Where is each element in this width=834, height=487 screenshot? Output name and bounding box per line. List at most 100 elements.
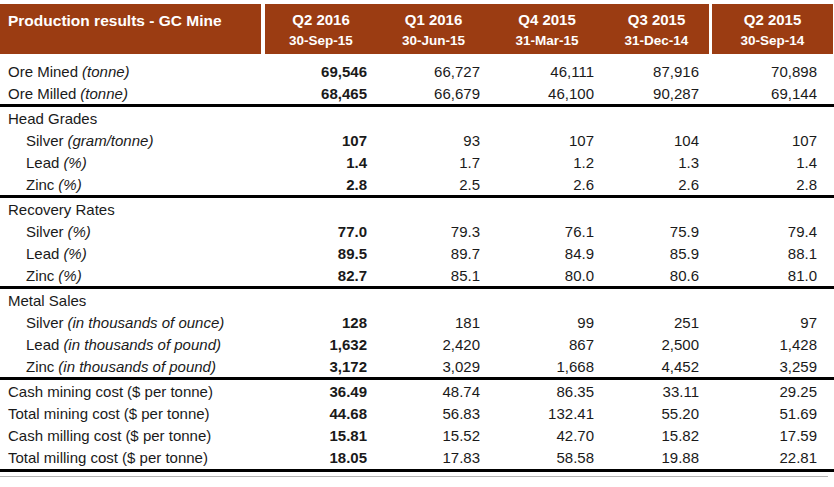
cell-value: 107: [265, 132, 377, 149]
cell-value: 46,100: [490, 85, 604, 102]
row-label: Ore Milled(tonne): [0, 85, 265, 102]
cell-value: 132.41: [490, 405, 604, 422]
quarter-label: Q2 2015: [712, 11, 833, 29]
cell-value: 17.59: [709, 427, 833, 444]
row-label-text: Cash mining cost: [8, 383, 123, 400]
quarter-label: Q2 2016: [265, 11, 377, 29]
cell-value: 251: [604, 314, 709, 331]
cell-value: 42.70: [490, 427, 604, 444]
cell-value: 97: [709, 314, 833, 331]
cell-value: 1.3: [604, 154, 709, 171]
row-unit: (%): [58, 267, 81, 284]
cell-value: 85.9: [604, 245, 709, 262]
row-label: Lead(%): [0, 245, 265, 262]
page-title: Production results - GC Mine: [8, 12, 222, 29]
cell-value: 15.81: [265, 427, 377, 444]
table-row: Silver(in thousands of ounce)12818199251…: [0, 311, 834, 333]
cell-value: 90,287: [604, 85, 709, 102]
section-row: Head Grades: [0, 104, 834, 129]
cell-value: 2.6: [490, 176, 604, 193]
cell-value: 79.4: [709, 223, 833, 240]
row-unit: (tonne): [82, 63, 130, 80]
bottom-rule-thick: [0, 469, 834, 472]
row-label-text: Lead: [26, 154, 59, 171]
cell-value: 82.7: [265, 267, 377, 284]
row-label: Silver(in thousands of ounce): [0, 314, 265, 331]
row-label-text: Silver: [26, 132, 64, 149]
table-row: Cash milling cost($ per tonne)15.8115.52…: [0, 424, 834, 446]
cell-value: 2.5: [377, 176, 490, 193]
cell-value: 80.6: [604, 267, 709, 284]
section-row: Recovery Rates: [0, 195, 834, 220]
cell-value: 15.52: [377, 427, 490, 444]
quarter-label: Q3 2015: [604, 11, 709, 29]
row-label-text: Recovery Rates: [8, 201, 115, 218]
cell-value: 46,111: [490, 63, 604, 80]
row-label: Zinc(%): [0, 267, 265, 284]
cell-value: 58.58: [490, 449, 604, 466]
column-header: Q4 201531-Mar-15: [490, 4, 604, 54]
row-label: Lead(%): [0, 154, 265, 171]
row-label: Silver(%): [0, 223, 265, 240]
cell-value: 18.05: [265, 449, 377, 466]
row-label: Total milling cost($ per tonne): [0, 449, 265, 466]
section-row: Metal Sales: [0, 286, 834, 311]
cell-value: 2.8: [709, 176, 833, 193]
cell-value: 86.35: [490, 383, 604, 400]
date-label: 30-Sep-15: [265, 32, 377, 49]
cell-value: 181: [377, 314, 490, 331]
cell-value: 85.1: [377, 267, 490, 284]
row-unit: (tonne): [80, 85, 128, 102]
row-label: Total mining cost($ per tonne): [0, 405, 265, 422]
table-body: Ore Mined(tonne)69,54666,72746,11187,916…: [0, 60, 834, 468]
row-label: Ore Mined(tonne): [0, 63, 265, 80]
production-table: Production results - GC Mine Q2 2016 30-S…: [0, 0, 834, 477]
cell-value: 84.9: [490, 245, 604, 262]
cell-value: 17.83: [377, 449, 490, 466]
cell-value: 89.5: [265, 245, 377, 262]
cell-value: 2.6: [604, 176, 709, 193]
column-header: Q3 201531-Dec-14: [604, 4, 709, 54]
table-row: Ore Mined(tonne)69,54666,72746,11187,916…: [0, 60, 834, 82]
row-label-text: Total mining cost: [8, 405, 120, 422]
table-row: Zinc(%)82.785.180.080.681.0: [0, 264, 834, 286]
cell-value: 22.81: [709, 449, 833, 466]
cell-value: 36.49: [265, 383, 377, 400]
row-unit: (in thousands of pound): [63, 336, 221, 353]
cell-value: 88.1: [709, 245, 833, 262]
cell-value: 66,679: [377, 85, 490, 102]
table-row: Total milling cost($ per tonne)18.0517.8…: [0, 446, 834, 468]
row-label: Zinc(in thousands of pound): [0, 358, 265, 375]
column-header: Q2 201530-Sep-14: [712, 4, 833, 54]
cell-value: 3,172: [265, 358, 377, 375]
row-label: Head Grades: [0, 110, 265, 127]
cell-value: 1,668: [490, 358, 604, 375]
table-row: Total mining cost($ per tonne)44.6856.83…: [0, 402, 834, 424]
cell-value: 87,916: [604, 63, 709, 80]
cell-value: 56.83: [377, 405, 490, 422]
cell-value: 69,546: [265, 63, 377, 80]
quarter-label: Q1 2016: [377, 11, 490, 29]
row-unit: (gram/tonne): [68, 132, 154, 149]
cell-value: 867: [490, 336, 604, 353]
table-row: Ore Milled(tonne)68,46566,67946,10090,28…: [0, 82, 834, 104]
row-unit: ($ per tonne): [127, 383, 213, 400]
cell-value: 66,727: [377, 63, 490, 80]
cell-value: 107: [709, 132, 833, 149]
cell-value: 107: [490, 132, 604, 149]
table-row: Lead(%)89.589.784.985.988.1: [0, 242, 834, 264]
header-columns: Q2 201630-Sep-15Q1 201630-Jun-15Q4 20153…: [265, 4, 833, 54]
table-row: Lead(in thousands of pound)1,6322,420867…: [0, 333, 834, 355]
cell-value: 1.2: [490, 154, 604, 171]
table-header: Production results - GC Mine Q2 2016 30-S…: [0, 4, 834, 54]
row-label-text: Zinc: [26, 358, 54, 375]
cell-value: 89.7: [377, 245, 490, 262]
header-title-cell: Production results - GC Mine: [0, 4, 261, 54]
cell-value: 33.11: [604, 383, 709, 400]
row-label: Recovery Rates: [0, 201, 265, 218]
cell-value: 55.20: [604, 405, 709, 422]
row-label: Cash milling cost($ per tonne): [0, 427, 265, 444]
cell-value: 3,029: [377, 358, 490, 375]
cell-value: 44.68: [265, 405, 377, 422]
row-unit: (in thousands of pound): [58, 358, 216, 375]
